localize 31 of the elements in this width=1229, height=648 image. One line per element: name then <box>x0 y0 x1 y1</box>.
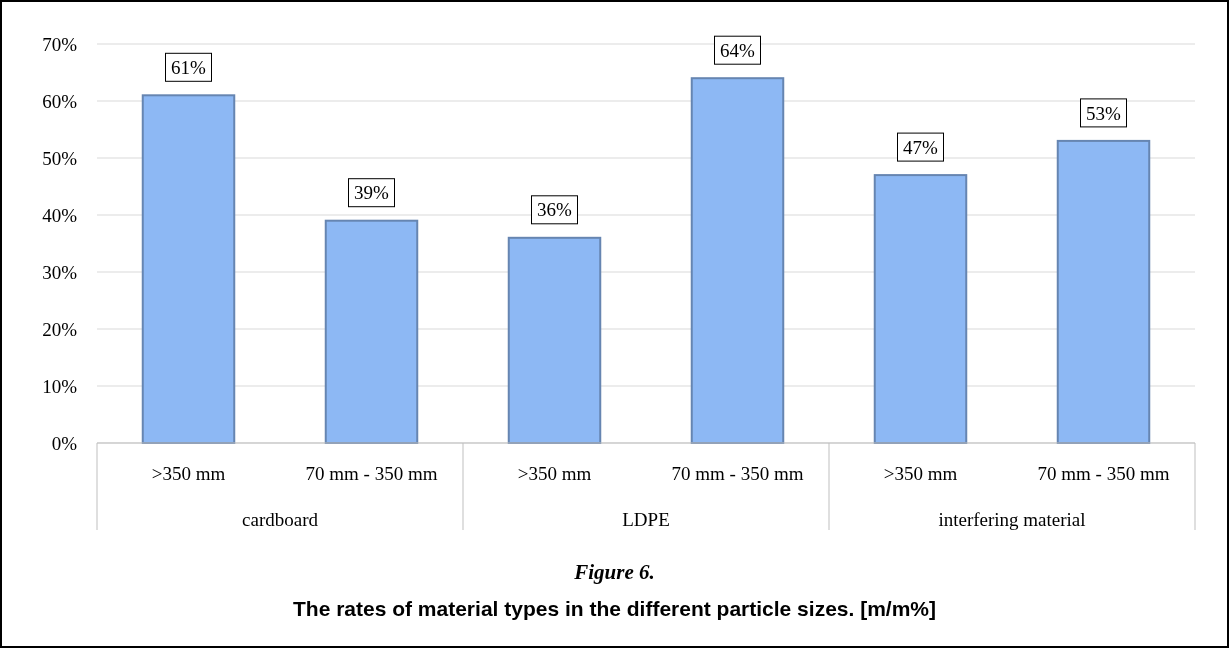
data-label: 61% <box>171 56 207 78</box>
x-tick-label: 70 mm - 350 mm <box>305 462 438 484</box>
x-tick-label: 70 mm - 350 mm <box>1037 462 1170 484</box>
bar <box>690 77 785 444</box>
y-tick-label: 30% <box>42 261 78 283</box>
bar <box>873 174 968 444</box>
data-label: 39% <box>354 182 390 204</box>
bar <box>507 236 602 444</box>
x-tick-label: 70 mm - 350 mm <box>671 462 804 484</box>
y-tick-label: 20% <box>42 318 78 340</box>
x-tick-label: >350 mm <box>517 462 592 484</box>
data-label: 64% <box>720 39 756 61</box>
bar <box>141 94 236 444</box>
text: LDPE <box>622 508 670 530</box>
y-tick-label: 50% <box>42 147 78 169</box>
y-tick-label: 60% <box>42 90 78 112</box>
y-tick-label: 0% <box>51 432 78 454</box>
text: cardboard <box>242 508 319 530</box>
text: interfering material <box>938 508 1086 530</box>
bar <box>1056 139 1151 444</box>
bar <box>324 219 419 444</box>
x-tick-label: >350 mm <box>883 462 958 484</box>
text: Figure 6. <box>573 560 655 585</box>
y-tick-label: 40% <box>42 204 78 226</box>
text: The rates of material types in the different particle sizes. [m/m%] <box>292 597 937 621</box>
data-label: 36% <box>537 199 573 221</box>
y-tick-label: 70% <box>42 33 78 55</box>
x-tick-label: >350 mm <box>151 462 226 484</box>
data-label: 47% <box>903 136 939 158</box>
y-tick-label: 10% <box>42 375 78 397</box>
data-label: 53% <box>1086 102 1122 124</box>
